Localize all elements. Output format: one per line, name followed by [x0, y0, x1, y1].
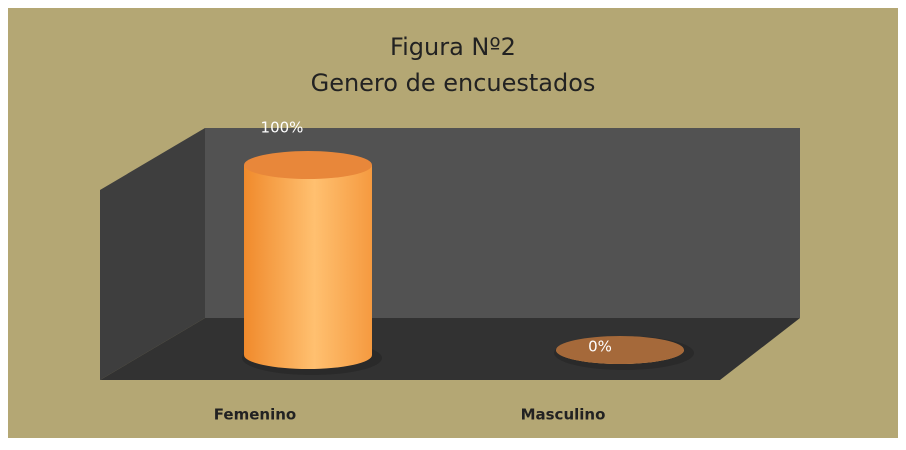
floor [100, 318, 800, 380]
side-wall [100, 128, 205, 380]
chart-subtitle: Genero de encuestados [311, 69, 596, 97]
chart-title: Figura Nº2 [390, 33, 516, 61]
bar-top [556, 336, 684, 364]
bar [244, 165, 372, 369]
data-label: 0% [588, 338, 612, 356]
x-tick-label: Masculino [521, 406, 606, 424]
data-label: 100% [261, 119, 304, 137]
bar-top [244, 151, 372, 179]
x-tick-label: Femenino [214, 406, 296, 424]
